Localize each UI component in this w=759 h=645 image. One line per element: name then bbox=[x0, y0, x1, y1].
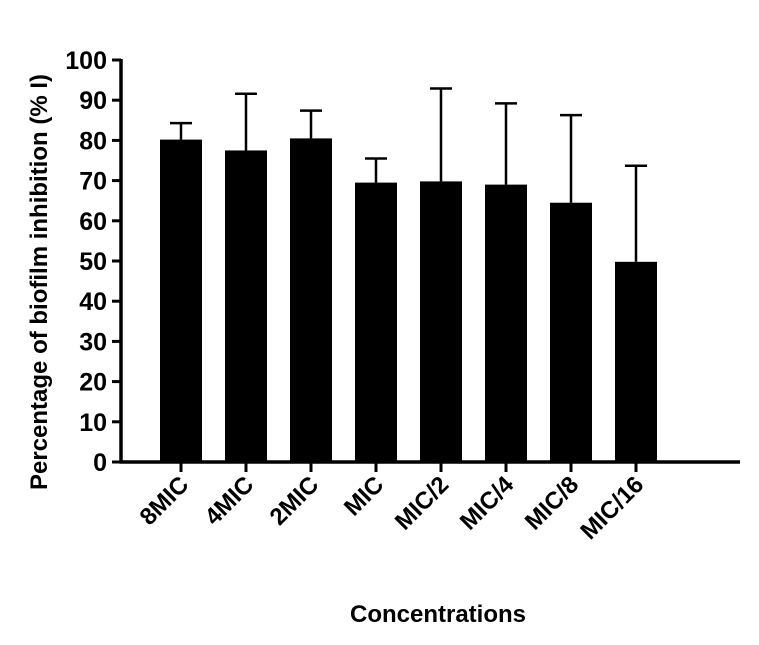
x-tick-label: 4MIC bbox=[200, 471, 260, 531]
x-tick-label: 8MIC bbox=[135, 471, 195, 531]
y-tick-label: 60 bbox=[79, 208, 107, 236]
y-axis-ticks: 0 10 20 30 40 50 60 70 80 90 100 bbox=[65, 47, 121, 477]
bar-8MIC bbox=[160, 139, 202, 462]
error-bars bbox=[170, 87, 647, 262]
bar-4MIC bbox=[225, 150, 267, 462]
y-tick-label: 50 bbox=[79, 248, 107, 276]
y-tick-label: 40 bbox=[79, 288, 107, 316]
y-tick-label: 30 bbox=[79, 328, 107, 356]
y-tick-label: 0 bbox=[93, 449, 107, 477]
x-tick-label: MIC bbox=[339, 471, 389, 521]
x-tick-label: MIC/4 bbox=[455, 471, 520, 536]
y-axis-title: Percentage of biofilm inhibition (% I) bbox=[26, 74, 53, 490]
y-tick-label: 100 bbox=[65, 47, 107, 75]
x-tick-label: MIC/16 bbox=[575, 471, 649, 545]
bar-MIC/8 bbox=[550, 202, 592, 462]
x-axis-title: Concentrations bbox=[350, 601, 526, 628]
y-tick-label: 80 bbox=[79, 127, 107, 155]
x-tick-label: 2MIC bbox=[265, 471, 325, 531]
bar-MIC/4 bbox=[485, 184, 527, 462]
bar-MIC bbox=[355, 182, 397, 463]
bar-MIC/2 bbox=[420, 181, 462, 463]
bar-2MIC bbox=[290, 138, 332, 462]
bars bbox=[160, 138, 657, 463]
x-tick-label: MIC/2 bbox=[390, 471, 454, 535]
y-tick-label: 90 bbox=[79, 87, 107, 115]
y-tick-label: 10 bbox=[79, 409, 107, 437]
x-axis-ticks: 8MIC 4MIC 2MIC MIC MIC/2 MIC/4 MIC/8MIC/16 bbox=[135, 462, 649, 545]
bar-MIC/16 bbox=[615, 261, 657, 462]
y-tick-label: 20 bbox=[79, 369, 107, 397]
y-tick-label: 70 bbox=[79, 168, 107, 196]
